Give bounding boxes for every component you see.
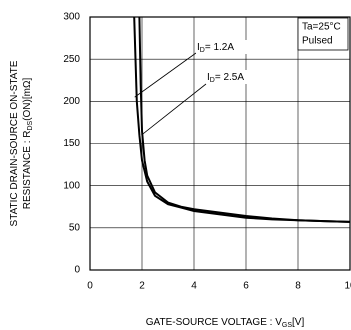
y-axis-label: STATIC DRAIN-SOURCE ON-STATE RESISTANCE :… bbox=[9, 60, 34, 226]
x-tick-label: 2 bbox=[139, 281, 145, 292]
leader-line bbox=[141, 83, 207, 136]
x-axis-label-part: GATE-SOURCE VOLTAGE : V bbox=[146, 317, 282, 328]
x-tick-label: 10 bbox=[344, 281, 351, 292]
leader-line bbox=[134, 52, 197, 98]
condition: Ta=25°C bbox=[302, 22, 341, 33]
y-tick-label: 300 bbox=[63, 12, 80, 23]
x-axis-label-part: [V] bbox=[292, 317, 304, 328]
y-axis-label-part: DS bbox=[27, 120, 34, 130]
annotation-bg bbox=[196, 40, 248, 54]
y-axis-label-line: RESISTANCE : RDS(ON)[mΩ] bbox=[22, 78, 34, 210]
y-axis-label-line: STATIC DRAIN-SOURCE ON-STATE bbox=[9, 60, 20, 226]
y-tick-label: 150 bbox=[63, 138, 80, 149]
x-axis-label-part: GS bbox=[282, 322, 292, 329]
y-tick-label: 200 bbox=[63, 96, 80, 107]
x-tick-label: 0 bbox=[87, 281, 93, 292]
annotation-part: D bbox=[200, 47, 205, 54]
annotation-part: = 1.2A bbox=[205, 42, 235, 53]
annotation: ID= 1.2A bbox=[197, 42, 234, 54]
y-axis-label-part: (ON)[mΩ] bbox=[22, 78, 33, 121]
x-tick-label: 8 bbox=[295, 281, 301, 292]
annotation-part: D bbox=[210, 77, 215, 84]
y-tick-label: 50 bbox=[69, 222, 81, 233]
curve bbox=[138, 16, 351, 223]
y-tick-label: 100 bbox=[63, 180, 80, 191]
annotation-part: = 2.5A bbox=[215, 72, 245, 83]
x-tick-label: 6 bbox=[243, 281, 249, 292]
annotation: ID= 2.5A bbox=[207, 72, 244, 84]
annotation-part: I bbox=[207, 72, 210, 83]
conditions-box bbox=[297, 17, 349, 51]
x-tick-label: 4 bbox=[191, 281, 197, 292]
annotation-part: I bbox=[197, 42, 200, 53]
y-axis-label-part: RESISTANCE : R bbox=[22, 131, 33, 210]
y-axis-label-part: STATIC DRAIN-SOURCE ON-STATE bbox=[9, 60, 20, 226]
plot-frame bbox=[89, 16, 351, 271]
y-tick-label: 0 bbox=[74, 265, 80, 276]
annotation-bg bbox=[206, 70, 258, 84]
y-tick-label: 250 bbox=[63, 54, 80, 65]
x-axis-label: GATE-SOURCE VOLTAGE : VGS[V] bbox=[146, 317, 305, 329]
condition: Pulsed bbox=[302, 36, 333, 47]
